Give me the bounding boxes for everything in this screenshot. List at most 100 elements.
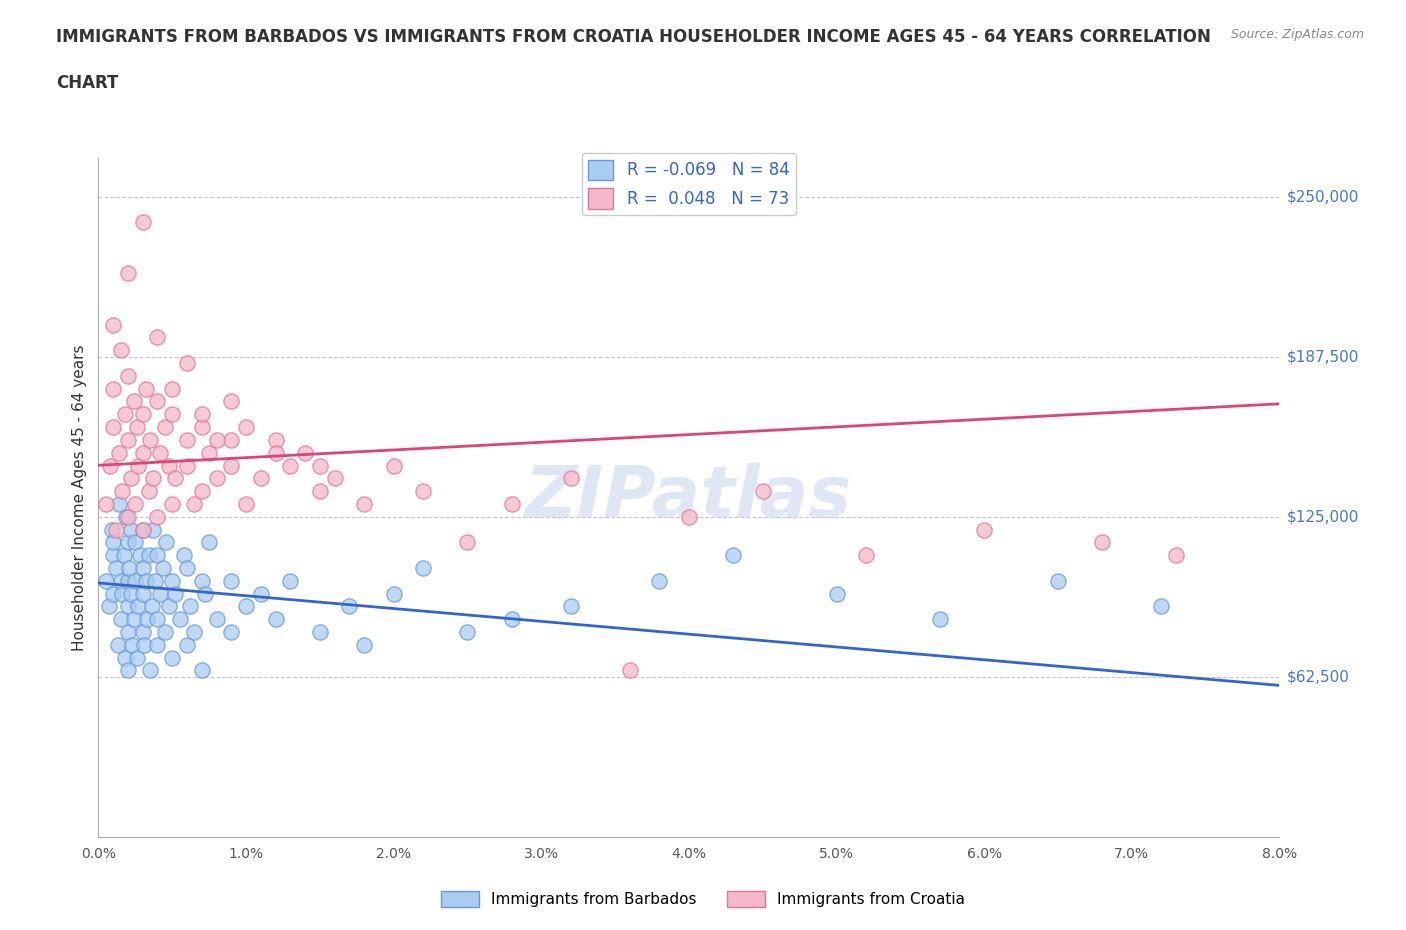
Point (165, 471, 187, 485)
Point (250, 586, 273, 601)
Point (107, 637, 129, 652)
Point (169, 612, 191, 627)
Point (501, 497, 523, 512)
Point (337, 599, 360, 614)
Point (560, 599, 582, 614)
Point (146, 394, 169, 409)
Point (149, 586, 172, 601)
Point (115, 510, 138, 525)
Point (155, 535, 177, 550)
Point (382, 458, 405, 473)
Point (191, 406, 214, 421)
Point (264, 445, 287, 460)
Point (146, 510, 169, 525)
Point (98, 458, 121, 473)
Point (117, 535, 139, 550)
Point (108, 497, 131, 512)
Point (973, 522, 995, 537)
Point (1150, 599, 1173, 614)
Point (152, 561, 174, 576)
Point (146, 637, 169, 652)
Point (94, 497, 117, 512)
Point (117, 510, 139, 525)
Point (103, 381, 124, 396)
Point (125, 650, 148, 665)
Point (560, 471, 582, 485)
Point (142, 522, 165, 537)
Point (294, 445, 316, 460)
Point (219, 625, 242, 640)
Point (94, 574, 117, 589)
Point (928, 612, 950, 627)
Point (121, 637, 143, 652)
Point (132, 586, 155, 601)
Point (308, 625, 332, 640)
Point (120, 522, 142, 537)
Point (122, 612, 145, 627)
Point (456, 535, 478, 550)
Point (124, 535, 146, 550)
Point (124, 574, 146, 589)
Point (108, 445, 131, 460)
Point (103, 535, 124, 550)
Point (110, 343, 132, 358)
Point (132, 522, 155, 537)
Point (198, 535, 221, 550)
Point (235, 599, 257, 614)
Point (456, 625, 478, 640)
Point (111, 484, 134, 498)
Point (183, 497, 205, 512)
Point (112, 548, 135, 563)
Point (678, 510, 700, 525)
Point (165, 586, 187, 601)
Point (103, 586, 124, 601)
Point (139, 432, 162, 447)
Point (114, 406, 136, 421)
Point (118, 561, 141, 576)
Point (1164, 548, 1187, 563)
Text: ZIPatlas: ZIPatlas (526, 463, 852, 532)
Point (124, 497, 146, 512)
Point (127, 599, 149, 614)
Point (153, 419, 176, 434)
Point (323, 471, 346, 485)
Point (162, 650, 183, 665)
Point (176, 637, 198, 652)
Point (157, 458, 180, 473)
Point (382, 586, 405, 601)
Point (219, 574, 242, 589)
Point (117, 432, 139, 447)
Point (194, 586, 217, 601)
Point (412, 484, 434, 498)
Point (105, 522, 128, 537)
Point (117, 599, 139, 614)
Text: $125,000: $125,000 (1286, 510, 1358, 525)
Point (146, 548, 169, 563)
Point (103, 317, 124, 332)
Point (825, 586, 848, 601)
Point (132, 625, 155, 640)
Point (191, 663, 214, 678)
Point (142, 471, 165, 485)
Point (138, 548, 160, 563)
Y-axis label: Householder Income Ages 45 - 64 years: Householder Income Ages 45 - 64 years (72, 344, 87, 651)
Point (100, 522, 122, 537)
Point (1091, 535, 1114, 550)
Point (721, 548, 744, 563)
Point (134, 637, 156, 652)
Point (205, 432, 228, 447)
Point (127, 458, 149, 473)
Point (114, 650, 136, 665)
Point (219, 458, 242, 473)
Point (191, 574, 214, 589)
Point (157, 599, 180, 614)
Point (176, 355, 198, 370)
Point (264, 612, 287, 627)
Point (1046, 574, 1069, 589)
Point (250, 471, 273, 485)
Point (117, 625, 139, 640)
Point (235, 419, 257, 434)
Point (110, 612, 132, 627)
Point (138, 484, 160, 498)
Point (135, 574, 157, 589)
